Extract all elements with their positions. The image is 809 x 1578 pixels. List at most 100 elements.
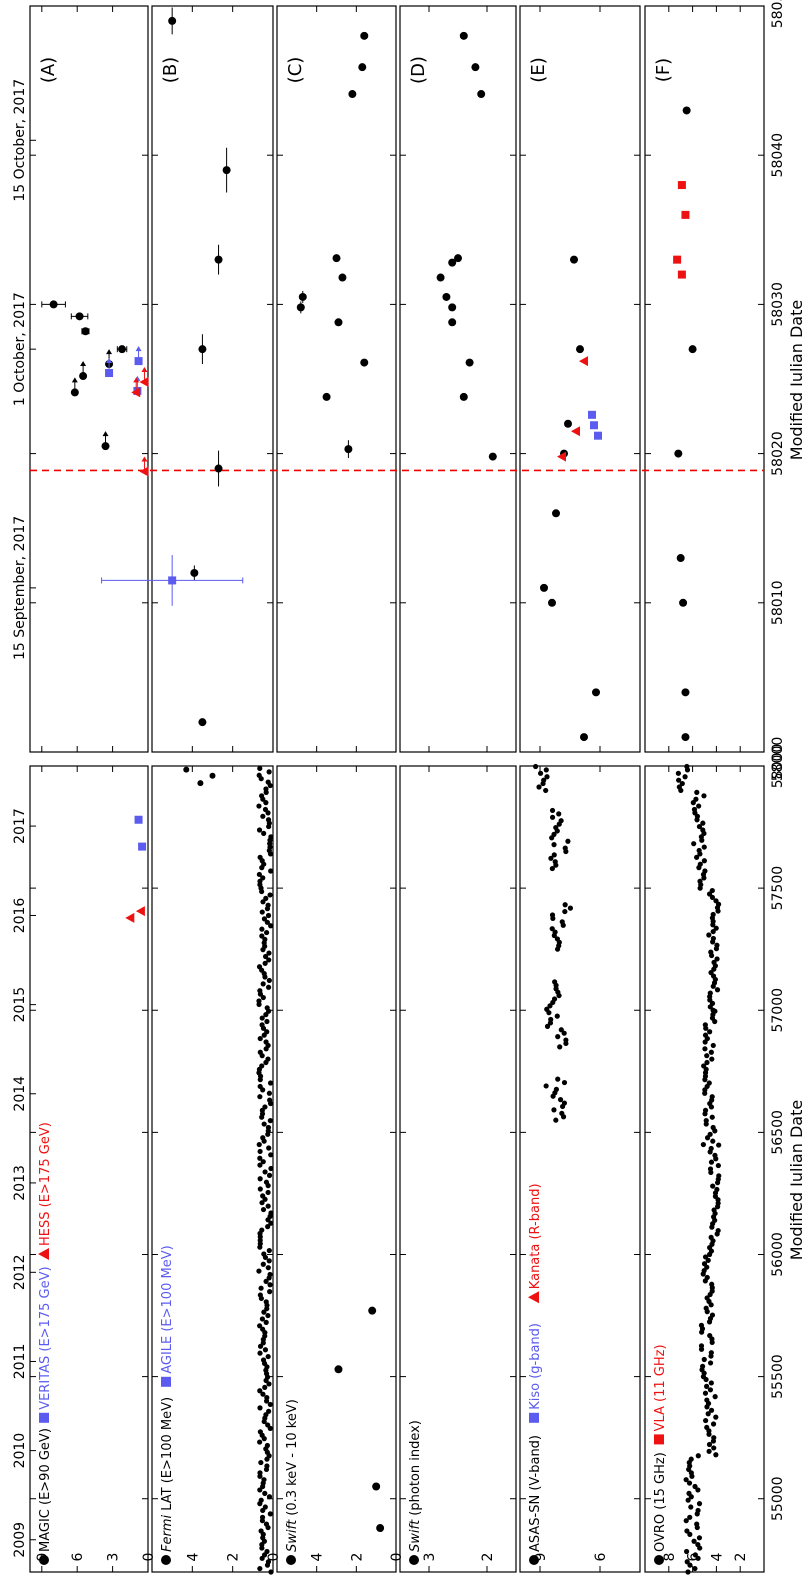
data-point [358, 63, 367, 72]
data-point [459, 392, 468, 401]
data-point [296, 303, 305, 312]
legend-label: Kanata (R-band) [528, 1183, 543, 1289]
data-point [557, 451, 566, 462]
data-point [592, 688, 600, 697]
asassn-overview-point [551, 852, 557, 858]
fermi-overview-point [257, 1429, 263, 1435]
fermi-overview-point [268, 1165, 274, 1172]
data-point [677, 270, 686, 279]
ovro-overview-point [701, 1356, 707, 1363]
data-point [139, 376, 149, 387]
asassn-overview-point [557, 1044, 563, 1050]
fermi-recent [183, 766, 216, 787]
ovro-overview-point [686, 1490, 692, 1496]
year-tick-label: 2015 [12, 987, 28, 1023]
ovro-overview-point [697, 861, 703, 867]
fermi-overview-point [257, 1388, 263, 1394]
legend-A: MAGIC (E>90 GeV) VERITAS (E>175 GeV) HESS … [38, 1122, 53, 1565]
ovro-overview-point [675, 770, 681, 776]
ovro-overview-point [710, 928, 716, 935]
asassn-overview-point [549, 912, 556, 918]
ovro-overview-point [706, 1441, 713, 1448]
mjd-tick-label: 58020 [770, 431, 786, 476]
panel-letter: (C) [285, 57, 306, 84]
value-tick-label: 2 [226, 1553, 242, 1562]
fermi-overview-point [265, 779, 271, 785]
ovro-overview-point [702, 1022, 708, 1028]
asassn-overview-point [558, 1027, 564, 1033]
value-tick-label: 9 [533, 1553, 549, 1562]
fermi-overview-point [266, 1408, 272, 1414]
fermi-overview-point [260, 875, 266, 881]
asassn-overview-point [548, 855, 554, 861]
fermi-overview-point [263, 1299, 269, 1305]
data-point [580, 733, 588, 742]
asassn-overview-point [552, 979, 558, 985]
zoom-frame-A [29, 5, 149, 753]
fermi-overview-point [259, 926, 265, 932]
fermi-overview-point [263, 786, 269, 792]
legend-label-text: (0.3 keV - 10 keV) [285, 1399, 300, 1520]
fermi-overview-point [262, 960, 268, 966]
data-point [298, 292, 307, 301]
fermi-overview-point [259, 1063, 265, 1069]
fermi-overview-point [259, 793, 265, 799]
data-point [214, 255, 223, 264]
ovro-overview-point [695, 1487, 701, 1493]
ovro-overview-point [702, 1254, 709, 1260]
fermi-overview-point [264, 1395, 270, 1401]
data-point [681, 210, 690, 219]
legend-marker [161, 1555, 171, 1565]
fermi-overview-point [267, 1511, 273, 1517]
ovro-overview-point [707, 1029, 713, 1035]
fermi-overview-point [259, 1200, 265, 1206]
value-tick-label: 3 [106, 1553, 122, 1562]
mjd-tick-label: 55000 [770, 1476, 786, 1521]
fermi-overview-point [267, 892, 273, 898]
data-point [579, 356, 588, 367]
ovro-overview-point [708, 1234, 714, 1240]
fermi-overview-point [260, 1159, 266, 1165]
ovro-overview-point [702, 868, 708, 874]
ovro-overview-point [714, 1186, 720, 1193]
zoom-frame-D [399, 5, 517, 753]
data-point [564, 419, 572, 428]
asassn-overview-point [567, 905, 574, 911]
value-tick-label: 0 [266, 1553, 282, 1562]
legend-label-text: ASAS-SN (V-band) [528, 1435, 543, 1552]
legend-label-text: AGILE (E>100 MeV) [160, 1245, 175, 1373]
fermi-overview-point [259, 933, 265, 939]
data-point [101, 442, 110, 451]
fermi-overview-point [268, 1220, 274, 1226]
ovro-overview-point [695, 1542, 701, 1548]
upper-limit-head [80, 361, 87, 367]
upper-limit-head [106, 358, 113, 364]
legend-label: Kiso (g-band) [528, 1323, 543, 1410]
data-point [79, 372, 88, 381]
data-point [673, 255, 682, 264]
value-tick-label: 4 [310, 1552, 326, 1561]
ovro-overview-point [676, 784, 682, 790]
data-point [49, 300, 58, 309]
ovro-overview-point [701, 1063, 707, 1069]
upper-limit-head [71, 377, 78, 383]
data-point [570, 255, 578, 264]
ovro-overview-point [707, 1387, 714, 1393]
ovro-overview-point [686, 1480, 693, 1486]
fermi-overview-point [266, 1381, 272, 1387]
mjd-tick-label: 56000 [770, 1232, 786, 1277]
date-tick-label: 1 October, 2017 [12, 292, 28, 406]
ovro-overview-point [715, 1162, 721, 1169]
fermi-overview-point [262, 1384, 268, 1390]
ovro-overview-point [710, 1138, 716, 1144]
fermi-overview-point [263, 1179, 270, 1185]
legend-C: Swift (0.3 keV - 10 keV) [285, 1399, 300, 1565]
asassn-overview-point [543, 767, 549, 773]
year-tick-label: 2012 [12, 1254, 28, 1290]
asassn-overview-point [544, 1006, 550, 1012]
ovro-overview-point [708, 1145, 714, 1152]
legend-marker [286, 1555, 296, 1565]
data-point [590, 421, 598, 430]
fermi-overview-point [263, 1039, 269, 1045]
ovro-overview-point [698, 1322, 705, 1328]
